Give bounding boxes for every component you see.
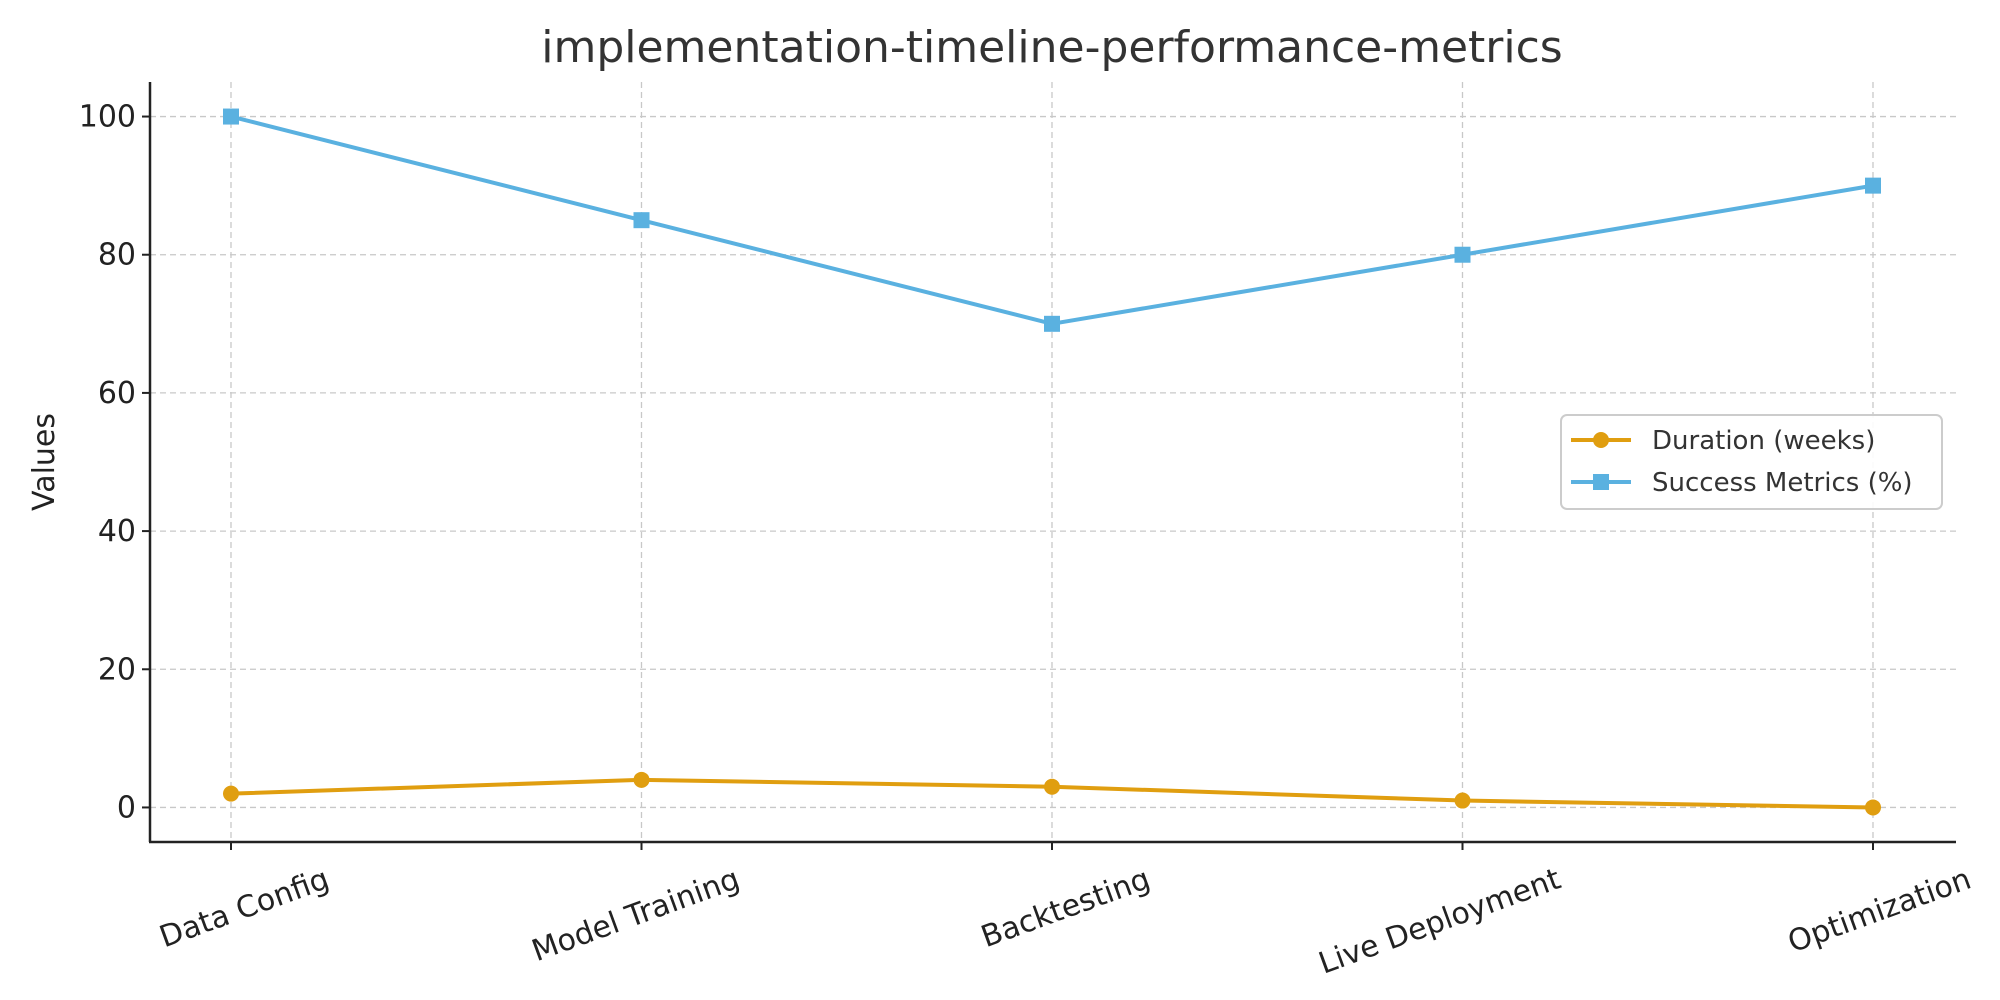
data-point-square <box>1454 246 1471 263</box>
data-point-square <box>1044 315 1060 332</box>
legend-marker-square <box>1593 474 1609 490</box>
data-point-square <box>633 212 650 229</box>
y-ticks: 0 20 40 60 80 100 <box>79 100 150 825</box>
data-point-circle <box>633 771 650 788</box>
grid-lines <box>150 82 1956 842</box>
x-tick-label: Model Training <box>527 862 744 969</box>
legend-label: Success Metrics (%) <box>1652 468 1913 498</box>
legend-label: Duration (weeks) <box>1652 426 1875 456</box>
x-ticks: Data Config Model Training Backtesting Live… <box>155 842 1976 981</box>
series-lines <box>223 108 1881 816</box>
data-point-square <box>1865 177 1881 194</box>
x-tick-label: Optimization <box>1783 862 1975 961</box>
legend-box <box>1560 414 1943 510</box>
legend: Duration (weeks) Success Metrics (%) <box>1560 414 1943 510</box>
y-tick-label: 60 <box>98 376 136 411</box>
y-tick-label: 100 <box>79 100 136 135</box>
data-point-circle <box>1044 778 1060 795</box>
data-point-square <box>223 108 239 125</box>
data-point-circle <box>1454 792 1471 809</box>
x-tick-label: Backtesting <box>977 862 1155 955</box>
data-point-circle <box>1865 799 1881 816</box>
y-tick-label: 40 <box>98 514 136 549</box>
x-tick-label: Live Deployment <box>1314 862 1565 982</box>
y-tick-label: 0 <box>117 790 136 825</box>
legend-entries: Duration (weeks) Success Metrics (%) <box>1571 426 1913 498</box>
legend-marker-circle <box>1593 432 1609 448</box>
chart-title: implementation-timeline-performance-metr… <box>541 22 1562 73</box>
y-tick-label: 20 <box>98 652 136 687</box>
x-tick-label: Data Config <box>155 862 334 956</box>
y-axis-label: Values <box>27 413 62 511</box>
data-point-circle <box>223 785 239 802</box>
y-tick-label: 80 <box>98 238 136 273</box>
